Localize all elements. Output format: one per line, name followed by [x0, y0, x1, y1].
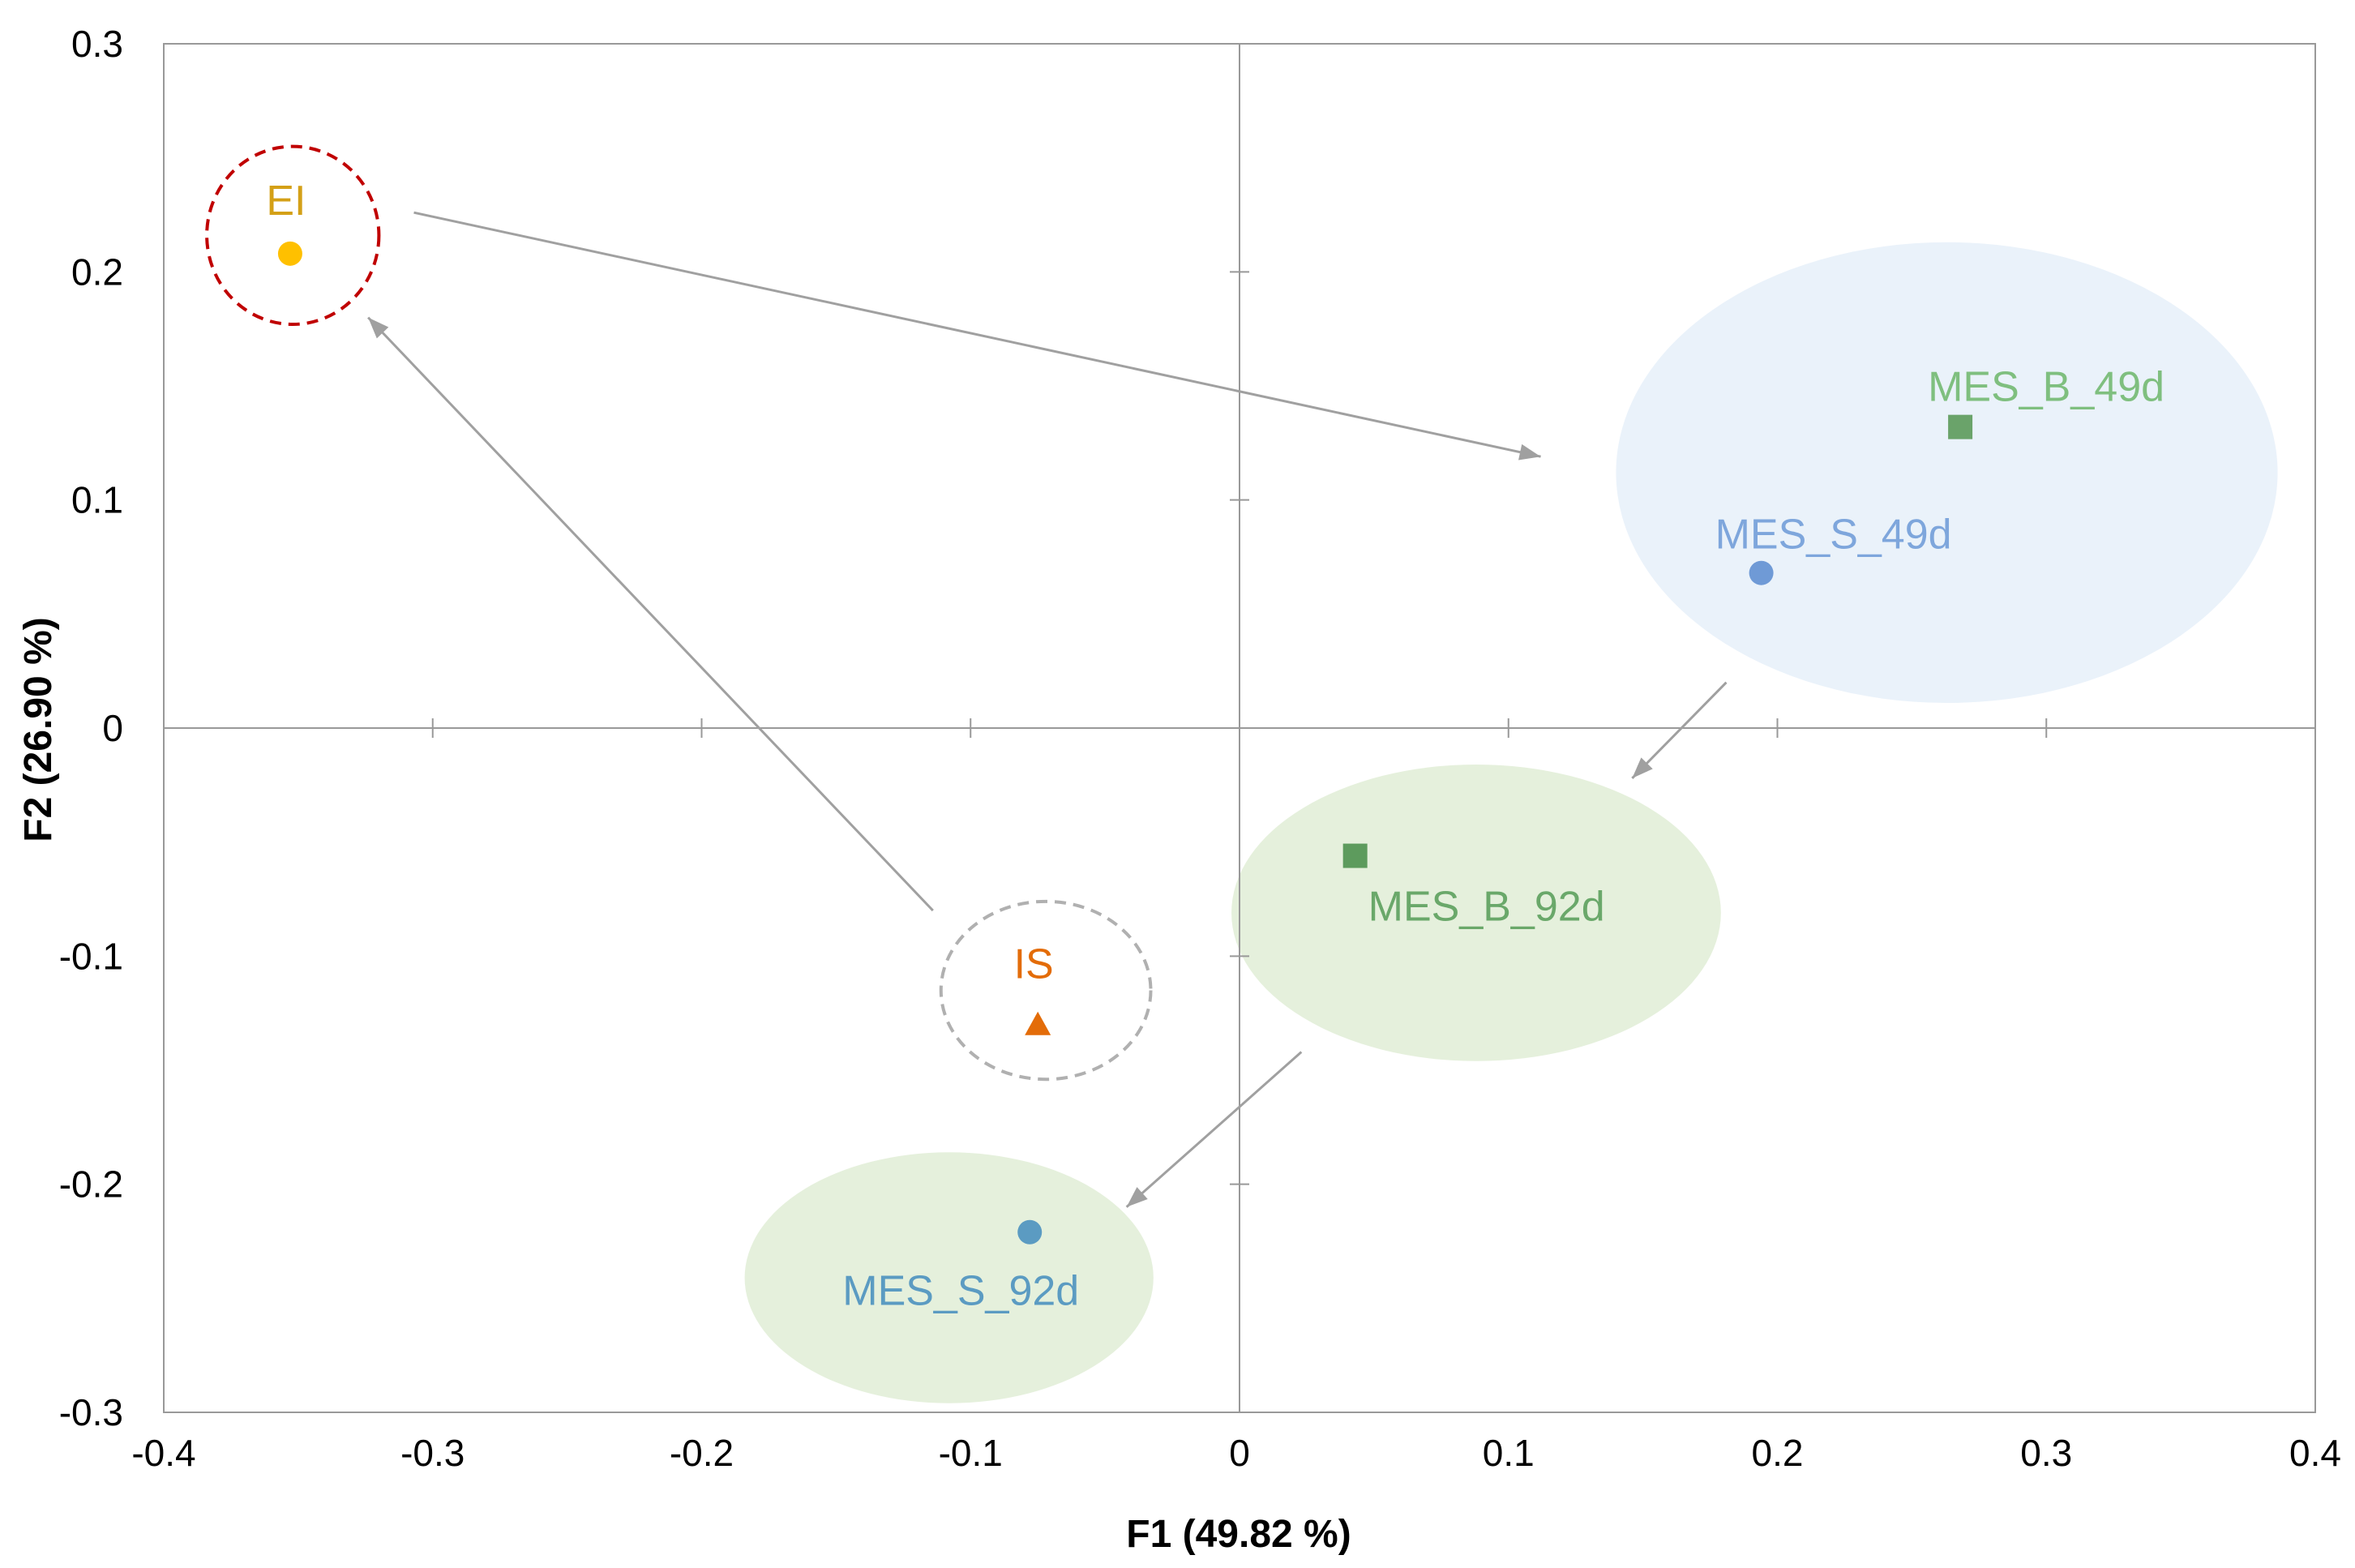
point-label-MES_S_49d: MES_S_49d — [1715, 512, 1952, 559]
point-EI — [277, 241, 302, 266]
tick-labels: -0.4 -0.3 -0.2 -0.1 0 0.1 0.2 0.3 0.4-0.3-0.2-0.… — [59, 23, 2341, 1474]
y-tick-label: 0 — [102, 707, 123, 749]
x-tick-label: -0.4 — [131, 1432, 195, 1474]
y-axis-title: F2 (26.90 %) — [17, 617, 60, 842]
x-tick-label: -0.3 — [400, 1432, 465, 1474]
group-ellipse-3 — [1231, 765, 1721, 1061]
x-tick-label: 0.1 — [1483, 1432, 1535, 1474]
group-ellipse-0 — [205, 144, 381, 327]
point-label-MES_B_92d: MES_B_92d — [1368, 884, 1605, 931]
point-label-IS: IS — [1014, 941, 1054, 988]
y-tick-label: -0.3 — [59, 1391, 123, 1433]
arrow-head-2 — [1632, 757, 1653, 778]
arrow-line-0 — [413, 211, 1541, 458]
point-label-MES_S_92d: MES_S_92d — [842, 1268, 1079, 1315]
x-tick-label: -0.1 — [939, 1432, 1003, 1474]
arrows — [367, 211, 1728, 1208]
arrow-line-1 — [367, 316, 934, 912]
group-ellipse-1 — [939, 899, 1153, 1082]
group-ellipse-2 — [1616, 242, 2278, 704]
y-tick-label: -0.2 — [59, 1163, 123, 1206]
data-points — [277, 241, 1973, 1245]
x-tick-label: 0.2 — [1752, 1432, 1804, 1474]
group-ellipses — [205, 144, 2278, 1403]
y-tick-label: 0.1 — [71, 479, 123, 521]
x-tick-label: 0.3 — [2020, 1432, 2072, 1474]
x-tick-label: 0 — [1229, 1432, 1250, 1474]
x-tick-label: -0.2 — [670, 1432, 734, 1474]
group-ellipse-4 — [744, 1152, 1154, 1403]
point-IS — [1025, 1011, 1051, 1035]
x-tick-label: 0.4 — [2289, 1432, 2341, 1474]
point-MES_B_49d — [1948, 414, 1973, 439]
x-axis-title: F1 (49.82 %) — [1126, 1513, 1351, 1556]
arrow-head-1 — [368, 317, 389, 339]
arrow-line-2 — [1631, 681, 1728, 779]
point-label-MES_B_49d: MES_B_49d — [1928, 364, 2164, 411]
y-tick-label: 0.2 — [71, 251, 123, 293]
arrow-line-3 — [1125, 1051, 1303, 1208]
point-label-EI: EI — [266, 178, 306, 225]
arrow-head-3 — [1126, 1187, 1148, 1207]
axes — [164, 44, 2315, 1412]
y-tick-label: 0.3 — [71, 23, 123, 65]
point-labels: EI IS MES_B_49d MES_S_49d MES_B_92d MES_S_92d — [266, 178, 2164, 1315]
point-MES_S_92d — [1017, 1219, 1043, 1245]
y-tick-label: -0.1 — [59, 935, 123, 977]
point-MES_B_92d — [1342, 843, 1368, 868]
point-MES_S_49d — [1749, 560, 1774, 585]
arrow-head-0 — [1518, 443, 1541, 461]
